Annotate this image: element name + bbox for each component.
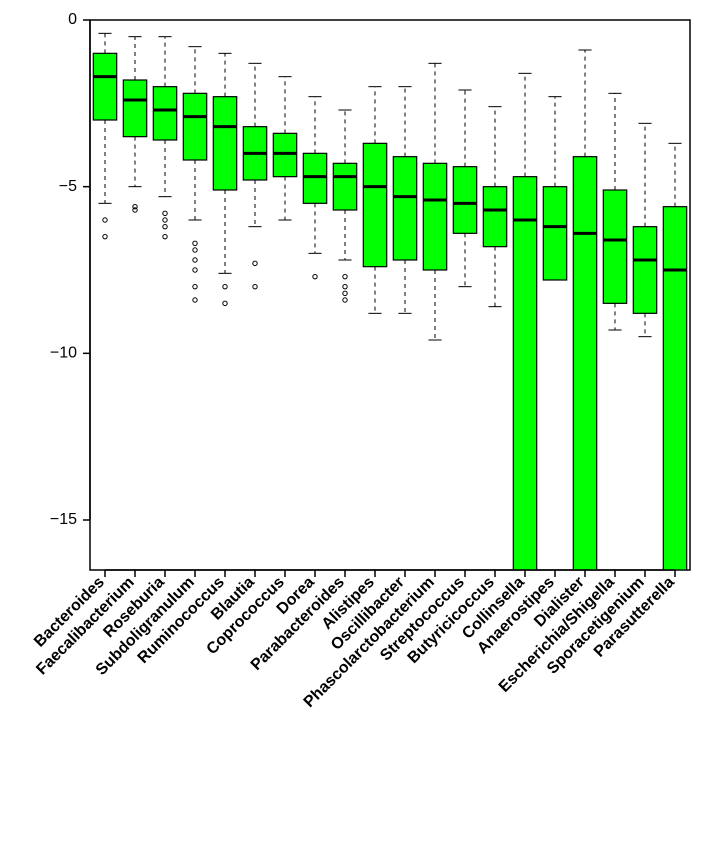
box [333,163,356,210]
box [123,80,146,137]
box [633,227,656,314]
plot-area [90,20,690,570]
box [513,177,536,570]
chart-svg: 0 −5 −10 −15 BacteroidesFaecalibacteriumRose… [0,0,710,857]
box [363,143,386,266]
box [543,187,566,280]
box [213,97,236,190]
box [393,157,416,260]
box [573,157,596,570]
box [93,53,116,120]
y-tick-label: −15 [50,511,77,528]
box [303,153,326,203]
box [483,187,506,247]
box [423,163,446,270]
box [273,133,296,176]
y-tick-label: −10 [50,345,77,362]
boxplot-chart: 0 −5 −10 −15 BacteroidesFaecalibacteriumRose… [0,0,710,857]
y-axis: 0 −5 −10 −15 [50,11,90,528]
y-tick-label: −5 [59,178,77,195]
x-axis: BacteroidesFaecalibacteriumRoseburiaSubd… [31,570,678,711]
box [183,93,206,160]
box [663,207,686,570]
box [153,87,176,140]
box [453,167,476,234]
box [603,190,626,303]
y-tick-label: 0 [68,11,77,28]
